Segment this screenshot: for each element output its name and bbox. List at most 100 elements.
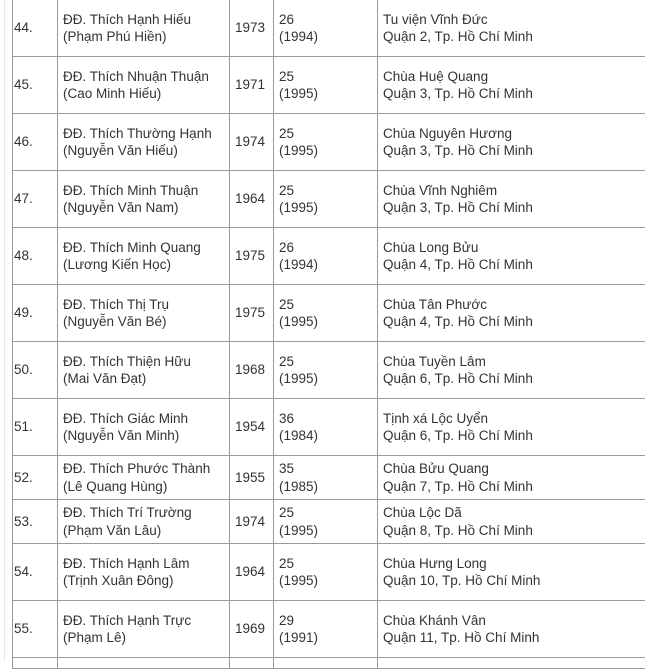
dharma-name: ĐĐ. Thích Nhuận Thuận	[63, 68, 224, 86]
ordination-cell: 35(1985)	[274, 456, 378, 500]
temple-location: Quận 10, Tp. Hồ Chí Minh	[383, 572, 645, 590]
lay-name: (Trịnh Xuân Đông)	[63, 572, 224, 590]
row-number: 53.	[13, 500, 58, 544]
temple-name: Chùa Tuyền Lâm	[383, 353, 645, 371]
row-number: 51.	[13, 399, 58, 456]
ordination-age: 35	[279, 460, 372, 478]
dharma-name: ĐĐ. Thích Minh Quang	[63, 239, 224, 257]
temple-name: Chùa Hưng Long	[383, 555, 645, 573]
lay-name: (Phạm Lê)	[63, 629, 224, 647]
ordination-year: (1995)	[279, 522, 372, 540]
lay-name: (Nguyễn Văn Minh)	[63, 427, 224, 445]
table-row: 51.ĐĐ. Thích Giác Minh(Nguyễn Văn Minh)1…	[13, 399, 645, 456]
temple-location: Quận 3, Tp. Hồ Chí Minh	[383, 199, 645, 217]
row-number: 49.	[13, 285, 58, 342]
ordination-cell: 25(1995)	[274, 171, 378, 228]
birth-year: 1975	[230, 228, 274, 285]
lay-name: (Nguyễn Văn Hiếu)	[63, 142, 224, 160]
row-number: 47.	[13, 171, 58, 228]
name-cell: ĐĐ. Thích Phước Thành(Lê Quang Hùng)	[58, 456, 230, 500]
row-number: 55.	[13, 601, 58, 658]
birth-year: 1954	[230, 399, 274, 456]
table-row: 53.ĐĐ. Thích Trí Trường(Phạm Văn Lâu)197…	[13, 500, 645, 544]
ordination-age: 25	[279, 555, 372, 573]
temple-location: Quận 6, Tp. Hồ Chí Minh	[383, 427, 645, 445]
ordination-age: 26	[279, 239, 372, 257]
dharma-name: ĐĐ. Thích Hạnh Hiếu	[63, 11, 224, 29]
birth-year: 1974	[230, 500, 274, 544]
name-cell: ĐĐ. Thích Nhuận Thuận(Cao Minh Hiếu)	[58, 57, 230, 114]
name-cell: ĐĐ. Thích Hạnh Hiếu(Phạm Phú Hiền)	[58, 0, 230, 57]
temple-name: Chùa Bửu Quang	[383, 460, 645, 478]
dharma-name: ĐĐ. Thích Hạnh Lâm	[63, 555, 224, 573]
birth-year: 1971	[230, 57, 274, 114]
lay-name: (Mai Văn Đạt)	[63, 370, 224, 388]
ordination-cell: 25(1995)	[274, 57, 378, 114]
temple-name: Chùa Vĩnh Nghiêm	[383, 182, 645, 200]
temple-location: Quận 4, Tp. Hồ Chí Minh	[383, 256, 645, 274]
name-cell: ĐĐ. Thích Thiện Hữu(Mai Văn Đạt)	[58, 342, 230, 399]
ordination-year: (1995)	[279, 572, 372, 590]
monk-list-table: 44.ĐĐ. Thích Hạnh Hiếu(Phạm Phú Hiền)197…	[12, 0, 645, 669]
ordination-age: 25	[279, 68, 372, 86]
temple-name: Chùa Khánh Vân	[383, 612, 645, 630]
ordination-age: 26	[279, 11, 372, 29]
dharma-name: ĐĐ. Thích Giác Minh	[63, 410, 224, 428]
table-row: 52.ĐĐ. Thích Phước Thành(Lê Quang Hùng)1…	[13, 456, 645, 500]
ordination-cell: 29(1991)	[274, 601, 378, 658]
temple-location: Quận 3, Tp. Hồ Chí Minh	[383, 85, 645, 103]
ordination-cell: 25(1995)	[274, 285, 378, 342]
name-cell: ĐĐ. Thích Trí Trường(Phạm Văn Lâu)	[58, 500, 230, 544]
ordination-cell: 26(1994)	[274, 0, 378, 57]
birth-year: 1973	[230, 0, 274, 57]
ordination-cell: 25(1995)	[274, 114, 378, 171]
table-row: 44.ĐĐ. Thích Hạnh Hiếu(Phạm Phú Hiền)197…	[13, 0, 645, 57]
table-row: 47.ĐĐ. Thích Minh Thuận(Nguyễn Văn Nam)1…	[13, 171, 645, 228]
birth-year: 1969	[230, 601, 274, 658]
dharma-name: ĐĐ. Thích Thiện Hữu	[63, 353, 224, 371]
birth-year: 1964	[230, 171, 274, 228]
name-cell: ĐĐ. Thích Minh Quang(Lương Kiến Học)	[58, 228, 230, 285]
temple-name: Tịnh xá Lộc Uyển	[383, 410, 645, 428]
temple-name: Tu viện Vĩnh Đức	[383, 11, 645, 29]
dharma-name: ĐĐ. Thích Thị Trụ	[63, 296, 224, 314]
row-number: 48.	[13, 228, 58, 285]
table-row-partial	[13, 658, 645, 669]
lay-name: (Lê Quang Hùng)	[63, 478, 224, 496]
temple-location: Quận 6, Tp. Hồ Chí Minh	[383, 370, 645, 388]
lay-name: (Cao Minh Hiếu)	[63, 85, 224, 103]
ordination-year: (1995)	[279, 199, 372, 217]
ordination-cell: 25(1995)	[274, 500, 378, 544]
ordination-age: 25	[279, 125, 372, 143]
row-number: 54.	[13, 544, 58, 601]
ordination-year: (1995)	[279, 370, 372, 388]
temple-name: Chùa Nguyên Hương	[383, 125, 645, 143]
dharma-name: ĐĐ. Thích Thường Hạnh	[63, 125, 224, 143]
birth-year: 1955	[230, 456, 274, 500]
ordination-age: 29	[279, 612, 372, 630]
lay-name: (Phạm Phú Hiền)	[63, 28, 224, 46]
ordination-year: (1995)	[279, 85, 372, 103]
ordination-age: 25	[279, 504, 372, 522]
ordination-cell: 25(1995)	[274, 342, 378, 399]
name-cell: ĐĐ. Thích Minh Thuận(Nguyễn Văn Nam)	[58, 171, 230, 228]
ordination-age: 25	[279, 182, 372, 200]
table-row: 48.ĐĐ. Thích Minh Quang(Lương Kiến Học)1…	[13, 228, 645, 285]
temple-location: Quận 2, Tp. Hồ Chí Minh	[383, 28, 645, 46]
ordination-year: (1995)	[279, 142, 372, 160]
temple-location: Quận 7, Tp. Hồ Chí Minh	[383, 478, 645, 496]
dharma-name: ĐĐ. Thích Hạnh Trực	[63, 612, 224, 630]
table-row: 45.ĐĐ. Thích Nhuận Thuận(Cao Minh Hiếu)1…	[13, 57, 645, 114]
ordination-age: 25	[279, 296, 372, 314]
name-cell: ĐĐ. Thích Hạnh Trực(Phạm Lê)	[58, 601, 230, 658]
ordination-year: (1984)	[279, 427, 372, 445]
name-cell: ĐĐ. Thích Giác Minh(Nguyễn Văn Minh)	[58, 399, 230, 456]
